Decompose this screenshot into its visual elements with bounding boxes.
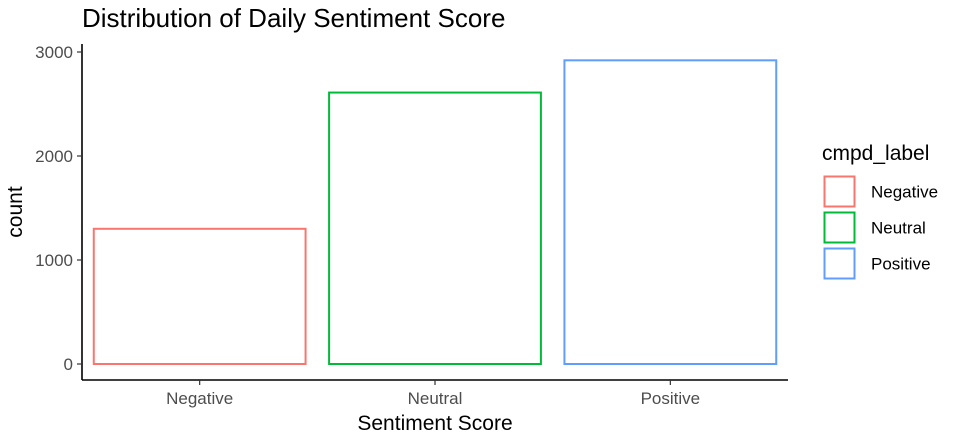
x-axis-title: Sentiment Score xyxy=(357,412,512,435)
y-tick-label: 0 xyxy=(64,355,73,374)
y-axis-title: count xyxy=(4,186,27,238)
legend-label: Neutral xyxy=(871,219,926,238)
x-tick-label: Neutral xyxy=(408,389,463,408)
bar-neutral xyxy=(328,91,542,365)
x-tick-label: Negative xyxy=(166,389,233,408)
legend-key-positive xyxy=(823,247,856,280)
y-tick-label: 3000 xyxy=(35,43,73,62)
legend-label: Negative xyxy=(871,183,938,202)
bar-negative xyxy=(92,227,307,365)
y-tick-label: 1000 xyxy=(35,251,73,270)
bar-positive xyxy=(563,59,778,365)
legend-title: cmpd_label xyxy=(822,142,929,165)
legend-key-negative xyxy=(823,175,856,208)
legend-label: Positive xyxy=(871,255,931,274)
y-tick-label: 2000 xyxy=(35,147,73,166)
x-tick-label: Positive xyxy=(641,389,701,408)
legend: cmpd_label Negative Neutral Positive xyxy=(822,142,938,280)
plot-area: 0 1000 2000 3000 Negative Neutral Positive xyxy=(35,43,788,408)
legend-key-neutral xyxy=(823,211,856,244)
chart-title: Distribution of Daily Sentiment Score xyxy=(82,3,505,33)
